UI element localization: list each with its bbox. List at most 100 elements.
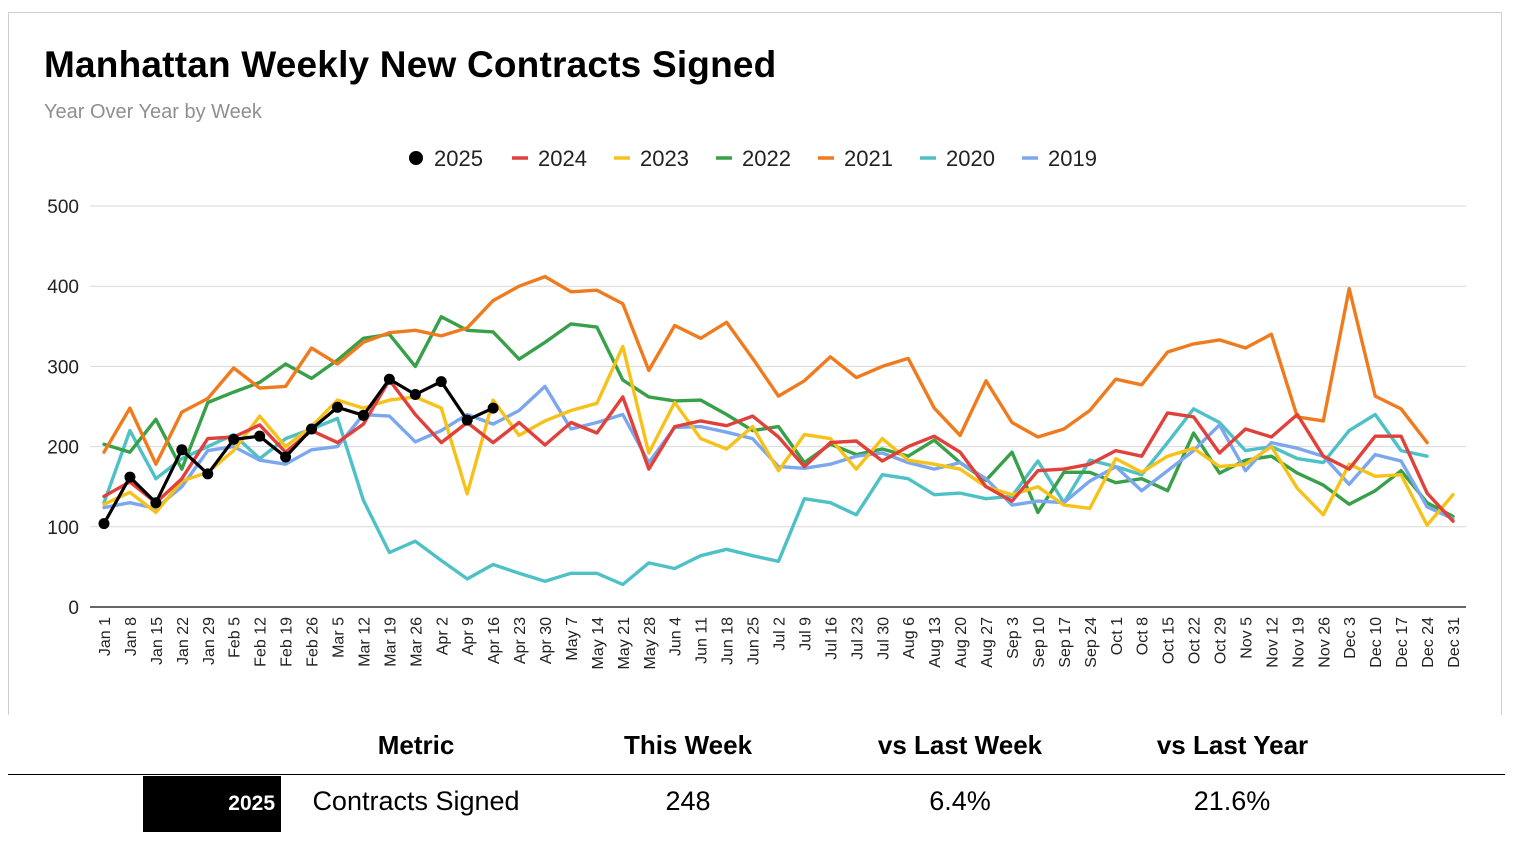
x-tick-label: Jan 22 <box>175 617 192 665</box>
x-tick-label: Aug 27 <box>979 617 996 668</box>
x-tick-label: Dec 17 <box>1394 617 1411 668</box>
line-chart: 0 100 200 300 400 500 Jan 1 Jan 8 Jan 15 Jan 22 Ja… <box>47 146 1466 670</box>
page-title: Manhattan Weekly New Contracts Signed <box>44 44 777 85</box>
x-tick-label: Mar 19 <box>382 617 399 667</box>
x-tick-label: Sep 10 <box>1031 617 1048 668</box>
x-tick-label: Jun 25 <box>746 617 763 665</box>
year-badge: 2025 <box>143 776 281 832</box>
y-tick-label: 200 <box>47 438 79 459</box>
legend-label-2025: 2025 <box>434 146 483 171</box>
x-tick-label: Aug 20 <box>953 617 970 668</box>
data-point-2025 <box>254 430 266 442</box>
x-tick-label: Oct 22 <box>1187 617 1204 664</box>
x-tick-label: Nov 19 <box>1290 617 1307 668</box>
legend-label-2024: 2024 <box>538 146 587 171</box>
x-tick-label: Mar 26 <box>408 617 425 667</box>
x-tick-label: Oct 29 <box>1213 617 1230 664</box>
legend-label-2020: 2020 <box>946 146 995 171</box>
x-tick-label: Oct 1 <box>1109 617 1126 655</box>
y-tick-label: 500 <box>47 197 79 218</box>
x-tick-label: Mar 12 <box>356 617 373 667</box>
vs-last-week-cell: 6.4% <box>929 786 991 816</box>
data-point-2025 <box>331 401 343 413</box>
page-subtitle: Year Over Year by Week <box>44 101 262 123</box>
x-tick-label: Aug 6 <box>901 617 918 659</box>
legend-label-2019: 2019 <box>1048 146 1097 171</box>
x-tick-label: Dec 31 <box>1446 617 1463 668</box>
data-point-2025 <box>228 433 240 445</box>
x-tick-label: Apr 30 <box>538 617 555 664</box>
data-point-2025 <box>357 409 369 421</box>
data-point-2025 <box>202 468 214 480</box>
legend-marker-2025 <box>409 151 423 165</box>
y-tick-label: 0 <box>68 598 79 619</box>
x-tick-label: Nov 26 <box>1316 617 1333 668</box>
column-header-vs-last-year: vs Last Year <box>1156 730 1309 760</box>
data-point-2025 <box>306 423 318 435</box>
legend-label-2022: 2022 <box>742 146 791 171</box>
x-tick-label: May 14 <box>590 617 607 670</box>
x-tick-label: Aug 13 <box>927 617 944 668</box>
x-tick-label: Feb 12 <box>253 617 270 667</box>
series-line-2019 <box>102 384 1455 521</box>
data-point-2025 <box>409 388 421 400</box>
x-tick-label: Jan 29 <box>201 617 218 665</box>
x-tick-label: Apr 9 <box>460 617 477 655</box>
x-tick-label: Sep 3 <box>1005 617 1022 659</box>
x-tick-label: May 28 <box>642 617 659 670</box>
legend-label-2023: 2023 <box>640 146 689 171</box>
x-tick-label: Apr 23 <box>512 617 529 664</box>
this-week-cell: 248 <box>665 786 711 816</box>
column-header-metric: Metric <box>377 730 455 760</box>
x-tick-label: May 7 <box>564 617 581 661</box>
x-tick-label: Feb 19 <box>279 617 296 667</box>
x-tick-label: Dec 24 <box>1420 617 1437 668</box>
x-tick-label: Feb 5 <box>227 617 244 658</box>
x-tick-label: Oct 15 <box>1161 617 1178 664</box>
x-tick-label: Jul 16 <box>823 617 840 660</box>
x-tick-label: Nov 12 <box>1264 617 1281 668</box>
column-header-vs-last-week: vs Last Week <box>877 730 1043 760</box>
x-tick-label: May 21 <box>616 617 633 670</box>
column-header-this-week: This Week <box>623 730 753 760</box>
x-tick-label: Jan 1 <box>97 617 114 656</box>
x-tick-label: Jul 23 <box>849 617 866 660</box>
x-tick-label: Dec 3 <box>1342 617 1359 659</box>
x-tick-label: Jul 2 <box>772 617 789 651</box>
series-line-2024 <box>102 378 1455 523</box>
data-point-2025 <box>383 373 395 385</box>
x-tick-label: Jan 15 <box>149 617 166 665</box>
metric-name-cell: Contracts Signed <box>312 786 520 816</box>
series-line-2020 <box>102 407 1429 587</box>
x-tick-label: Mar 5 <box>330 617 347 658</box>
x-tick-label: Sep 17 <box>1057 617 1074 668</box>
x-tick-label: Apr 2 <box>434 617 451 655</box>
x-tick-label: Jul 9 <box>797 617 814 651</box>
legend-label-2021: 2021 <box>844 146 893 171</box>
data-point-2025 <box>435 376 447 388</box>
x-tick-label: Jan 8 <box>123 617 140 656</box>
series-line-2025 <box>102 377 495 526</box>
x-tick-label: Jun 11 <box>694 617 711 664</box>
x-tick-label: Oct 8 <box>1135 617 1152 655</box>
x-tick-label: Jun 4 <box>668 617 685 656</box>
data-point-2025 <box>461 414 473 426</box>
x-tick-label: Dec 10 <box>1368 617 1385 668</box>
x-tick-label: Nov 5 <box>1238 617 1255 659</box>
x-tick-label: Feb 26 <box>305 617 322 667</box>
data-point-2025 <box>150 497 162 509</box>
vs-last-year-cell: 21.6% <box>1193 786 1271 816</box>
table-divider <box>8 774 1505 775</box>
y-tick-label: 100 <box>47 518 79 539</box>
data-point-2025 <box>280 451 292 463</box>
series-line-2023 <box>102 344 1455 527</box>
series-line-2021 <box>102 274 1429 466</box>
y-tick-label: 400 <box>47 277 79 298</box>
chart-frame <box>8 12 1502 715</box>
x-tick-label: Apr 16 <box>486 617 503 664</box>
x-tick-label: Jun 18 <box>720 617 737 665</box>
y-tick-label: 300 <box>47 357 79 378</box>
data-point-2025 <box>124 471 136 483</box>
series-line-2022 <box>102 315 1455 519</box>
data-point-2025 <box>487 402 499 414</box>
